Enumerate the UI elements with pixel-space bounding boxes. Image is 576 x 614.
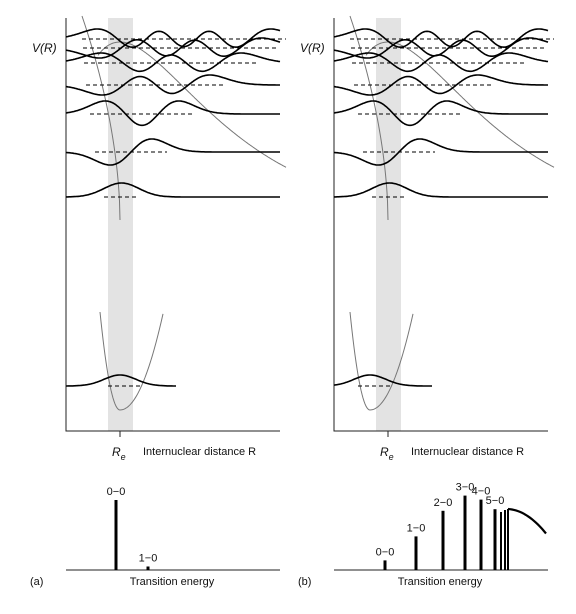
transition-label: 1−0 xyxy=(139,553,158,565)
transition-bar xyxy=(414,536,418,570)
transition-bar xyxy=(500,512,502,570)
transition-bar xyxy=(114,500,118,570)
vibrational-wavefunction xyxy=(65,28,281,49)
transition-label: 0−0 xyxy=(376,546,395,558)
potential-axes xyxy=(333,18,548,432)
ground-wavefunction xyxy=(333,374,432,387)
vibrational-wavefunction xyxy=(333,28,549,49)
transition-bar xyxy=(479,499,483,570)
upper-potential-curve xyxy=(365,41,555,168)
spectrum-transitions: 0−0 1−0 2−03−04−05−0 xyxy=(376,482,547,570)
continuum-envelope xyxy=(507,507,547,535)
transition-bar xyxy=(504,510,506,570)
panel-b: V(R) Re Internuclear distance R 0−0 1−0 2−… xyxy=(298,15,555,588)
ground-potential-curve xyxy=(99,311,164,411)
spectrum-axis-label: Transition energy xyxy=(398,576,483,588)
transition-label: 0−0 xyxy=(107,486,126,498)
transition-bar xyxy=(441,510,445,570)
panel-label: (b) xyxy=(298,576,311,588)
x-axis-label: Internuclear distance R xyxy=(143,446,256,458)
upper-potential-curve xyxy=(97,41,287,168)
ground-potential-group xyxy=(66,311,176,411)
ground-potential-curve xyxy=(349,311,414,411)
vibrational-wavefunction xyxy=(65,52,281,73)
upper-potential-wall xyxy=(81,15,121,221)
transition-bar xyxy=(493,509,497,570)
vibrational-wavefunction xyxy=(333,74,548,96)
vibrational-wavefunction xyxy=(333,138,548,166)
vibrational-wavefunction xyxy=(66,182,280,198)
transition-bar xyxy=(507,509,509,570)
transition-bar xyxy=(146,566,150,570)
potential-label: V(R) xyxy=(32,41,57,55)
vibrational-wavefunction xyxy=(65,138,280,166)
vibrational-wavefunction xyxy=(334,182,548,198)
upper-potential-group xyxy=(333,15,555,221)
transition-label: 1−0 xyxy=(407,522,426,534)
panel-label: (a) xyxy=(30,576,43,588)
transition-label: 3−0 xyxy=(456,482,475,494)
ground-potential-group xyxy=(333,311,432,411)
upper-potential-group xyxy=(65,15,287,221)
spectrum-transitions: 0−0 1−0 xyxy=(107,486,158,570)
vibrational-wavefunction xyxy=(333,100,548,127)
re-label: Re xyxy=(112,445,126,462)
ground-wavefunction xyxy=(66,374,176,387)
vibrational-wavefunction xyxy=(65,74,280,96)
potential-label: V(R) xyxy=(300,41,325,55)
spectrum-axis-label: Transition energy xyxy=(130,576,215,588)
transition-bar xyxy=(383,560,387,570)
vibrational-wavefunction xyxy=(65,100,280,127)
x-axis-label: Internuclear distance R xyxy=(411,446,524,458)
transition-label: 5−0 xyxy=(486,495,505,507)
vibrational-wavefunction xyxy=(333,52,549,73)
transition-label: 4−0 xyxy=(472,486,491,498)
upper-potential-wall xyxy=(349,15,389,221)
re-label: Re xyxy=(380,445,394,462)
potential-axes xyxy=(65,18,280,432)
transition-label: 2−0 xyxy=(434,497,453,509)
transition-bar xyxy=(463,495,467,570)
panel-a: V(R) Re Internuclear distance R 0−0 1−0 (… xyxy=(30,15,287,588)
